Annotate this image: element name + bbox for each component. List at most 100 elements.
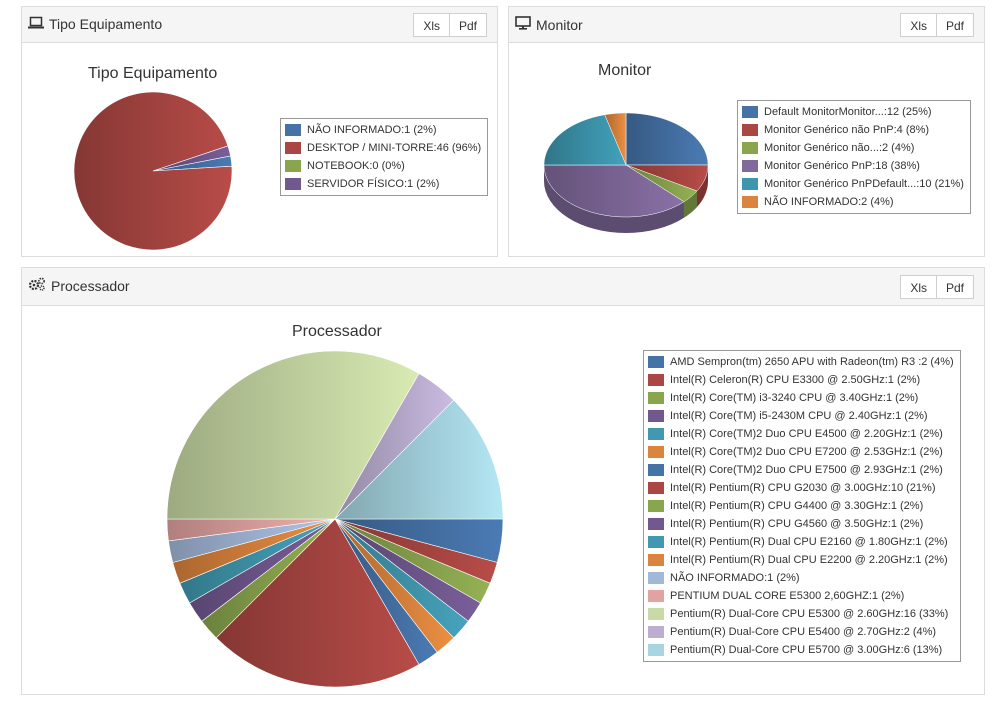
legend-item[interactable]: Intel(R) Core(TM)2 Duo CPU E4500 @ 2.20G…: [648, 425, 954, 443]
legend-item[interactable]: PENTIUM DUAL CORE E5300 2,60GHZ:1 (2%): [648, 587, 954, 605]
export-buttons: Xls Pdf: [413, 13, 487, 37]
legend-label: Intel(R) Pentium(R) CPU G2030 @ 3.00GHz:…: [670, 482, 936, 494]
legend-item[interactable]: Intel(R) Pentium(R) CPU G4400 @ 3.30GHz:…: [648, 497, 954, 515]
legend-swatch: [648, 626, 664, 638]
legend-label: PENTIUM DUAL CORE E5300 2,60GHZ:1 (2%): [670, 590, 905, 602]
legend-item[interactable]: Intel(R) Pentium(R) CPU G4560 @ 3.50GHz:…: [648, 515, 954, 533]
legend-item[interactable]: Monitor Genérico PnP:18 (38%): [742, 157, 964, 175]
pie-slice[interactable]: [166, 350, 420, 520]
legend-item[interactable]: Intel(R) Pentium(R) CPU G2030 @ 3.00GHz:…: [648, 479, 954, 497]
legend-swatch: [648, 500, 664, 512]
legend-swatch: [648, 482, 664, 494]
legend-item[interactable]: Monitor Genérico não...:2 (4%): [742, 139, 964, 157]
panel-title: Processador: [28, 277, 130, 294]
legend-item[interactable]: Monitor Genérico não PnP:4 (8%): [742, 121, 964, 139]
pie-slice[interactable]: [334, 399, 504, 520]
export-buttons: Xls Pdf: [900, 275, 974, 299]
legend-item[interactable]: Pentium(R) Dual-Core CPU E5700 @ 3.00GHz…: [648, 641, 954, 659]
legend-label: Pentium(R) Dual-Core CPU E5400 @ 2.70GHz…: [670, 626, 937, 638]
legend-swatch: [742, 106, 758, 118]
panel-title: Tipo Equipamento: [28, 16, 162, 32]
legend-label: NÃO INFORMADO:1 (2%): [307, 124, 437, 136]
pdf-button[interactable]: Pdf: [448, 13, 487, 37]
legend-item[interactable]: NOTEBOOK:0 (0%): [285, 157, 481, 175]
legend-label: Intel(R) Core(TM)2 Duo CPU E7200 @ 2.53G…: [670, 446, 943, 458]
pie-slice[interactable]: [152, 145, 231, 172]
legend-swatch: [648, 644, 664, 656]
panel-tipo-equipamento: Tipo Equipamento Xls Pdf Tipo Equipament…: [21, 6, 498, 257]
legend-item[interactable]: Intel(R) Core(TM) i5-2430M CPU @ 2.40GHz…: [648, 407, 954, 425]
legend-item[interactable]: Intel(R) Core(TM)2 Duo CPU E7500 @ 2.93G…: [648, 461, 954, 479]
legend-item[interactable]: NÃO INFORMADO:1 (2%): [285, 121, 481, 139]
legend-item[interactable]: Intel(R) Celeron(R) CPU E3300 @ 2.50GHz:…: [648, 371, 954, 389]
pie-slice[interactable]: [604, 112, 627, 166]
pie-slice[interactable]: [625, 112, 709, 166]
pie-slice[interactable]: [543, 114, 627, 166]
legend-swatch: [285, 160, 301, 172]
pie-slice[interactable]: [543, 164, 685, 218]
panel-title-text: Monitor: [536, 16, 583, 33]
legend-label: Monitor Genérico não PnP:4 (8%): [764, 124, 930, 136]
pie-slice[interactable]: [625, 164, 698, 203]
pie-slice-side: [697, 165, 708, 207]
legend-item[interactable]: NÃO INFORMADO:1 (2%): [648, 569, 954, 587]
legend-item[interactable]: Pentium(R) Dual-Core CPU E5400 @ 2.70GHz…: [648, 623, 954, 641]
legend-item[interactable]: SERVIDOR FÍSICO:1 (2%): [285, 175, 481, 193]
legend-swatch: [648, 518, 664, 530]
legend-item[interactable]: Intel(R) Pentium(R) Dual CPU E2160 @ 1.8…: [648, 533, 954, 551]
pie-slice-side: [683, 191, 698, 218]
legend-label: AMD Sempron(tm) 2650 APU with Radeon(tm)…: [670, 356, 954, 368]
legend-label: Intel(R) Pentium(R) CPU G4400 @ 3.30GHz:…: [670, 500, 924, 512]
legend-item[interactable]: Monitor Genérico PnPDefault...:10 (21%): [742, 175, 964, 193]
pdf-button[interactable]: Pdf: [935, 275, 974, 299]
legend-item[interactable]: AMD Sempron(tm) 2650 APU with Radeon(tm)…: [648, 353, 954, 371]
panel-monitor: Monitor Xls Pdf Monitor Default MonitorM…: [508, 6, 985, 257]
legend-item[interactable]: DESKTOP / MINI-TORRE:46 (96%): [285, 139, 481, 157]
legend-swatch: [648, 572, 664, 584]
legend-label: Intel(R) Core(TM) i3-3240 CPU @ 3.40GHz:…: [670, 392, 919, 404]
legend-item[interactable]: Intel(R) Core(TM)2 Duo CPU E7200 @ 2.53G…: [648, 443, 954, 461]
legend-item[interactable]: NÃO INFORMADO:2 (4%): [742, 193, 964, 211]
legend-label: Default MonitorMonitor...:12 (25%): [764, 106, 932, 118]
panel-title-text: Processador: [51, 277, 130, 294]
legend-swatch: [742, 160, 758, 172]
legend-item[interactable]: Default MonitorMonitor...:12 (25%): [742, 103, 964, 121]
legend-label: SERVIDOR FÍSICO:1 (2%): [307, 178, 440, 190]
legend-swatch: [648, 428, 664, 440]
legend-label: Intel(R) Celeron(R) CPU E3300 @ 2.50GHz:…: [670, 374, 921, 386]
legend-swatch: [648, 446, 664, 458]
export-buttons: Xls Pdf: [900, 13, 974, 37]
legend-label: Intel(R) Core(TM)2 Duo CPU E4500 @ 2.20G…: [670, 428, 943, 440]
legend-item[interactable]: Intel(R) Core(TM) i3-3240 CPU @ 3.40GHz:…: [648, 389, 954, 407]
legend-label: Pentium(R) Dual-Core CPU E5700 @ 3.00GHz…: [670, 644, 943, 656]
legend-label: Intel(R) Core(TM) i5-2430M CPU @ 2.40GHz…: [670, 410, 928, 422]
pie-slice-side: [544, 165, 684, 233]
legend-item[interactable]: Intel(R) Pentium(R) Dual CPU E2200 @ 2.2…: [648, 551, 954, 569]
chart-legend: AMD Sempron(tm) 2650 APU with Radeon(tm)…: [643, 350, 961, 662]
legend-item[interactable]: Pentium(R) Dual-Core CPU E5300 @ 2.60GHz…: [648, 605, 954, 623]
pie-slice[interactable]: [625, 164, 709, 192]
legend-swatch: [648, 608, 664, 620]
desktop-monitor-icon: [515, 16, 531, 33]
legend-swatch: [648, 356, 664, 368]
chart-title: Tipo Equipamento: [88, 65, 218, 82]
legend-swatch: [648, 554, 664, 566]
legend-swatch: [285, 124, 301, 136]
xls-button[interactable]: Xls: [900, 275, 937, 299]
legend-label: Pentium(R) Dual-Core CPU E5300 @ 2.60GHz…: [670, 608, 949, 620]
pie-slice[interactable]: [215, 518, 420, 688]
legend-swatch: [648, 410, 664, 422]
legend-swatch: [285, 178, 301, 190]
legend-label: NOTEBOOK:0 (0%): [307, 160, 405, 172]
legend-label: Intel(R) Pentium(R) Dual CPU E2200 @ 2.2…: [670, 554, 948, 566]
legend-label: Intel(R) Core(TM)2 Duo CPU E7500 @ 2.93G…: [670, 464, 943, 476]
legend-label: Intel(R) Pentium(R) CPU G4560 @ 3.50GHz:…: [670, 518, 924, 530]
pdf-button[interactable]: Pdf: [935, 13, 974, 37]
legend-label: Monitor Genérico PnPDefault...:10 (21%): [764, 178, 964, 190]
chart-title: Processador: [292, 323, 382, 340]
legend-swatch: [742, 142, 758, 154]
legend-swatch: [648, 374, 664, 386]
legend-swatch: [648, 590, 664, 602]
panel-header: Tipo Equipamento Xls Pdf: [22, 7, 497, 43]
legend-swatch: [648, 536, 664, 548]
